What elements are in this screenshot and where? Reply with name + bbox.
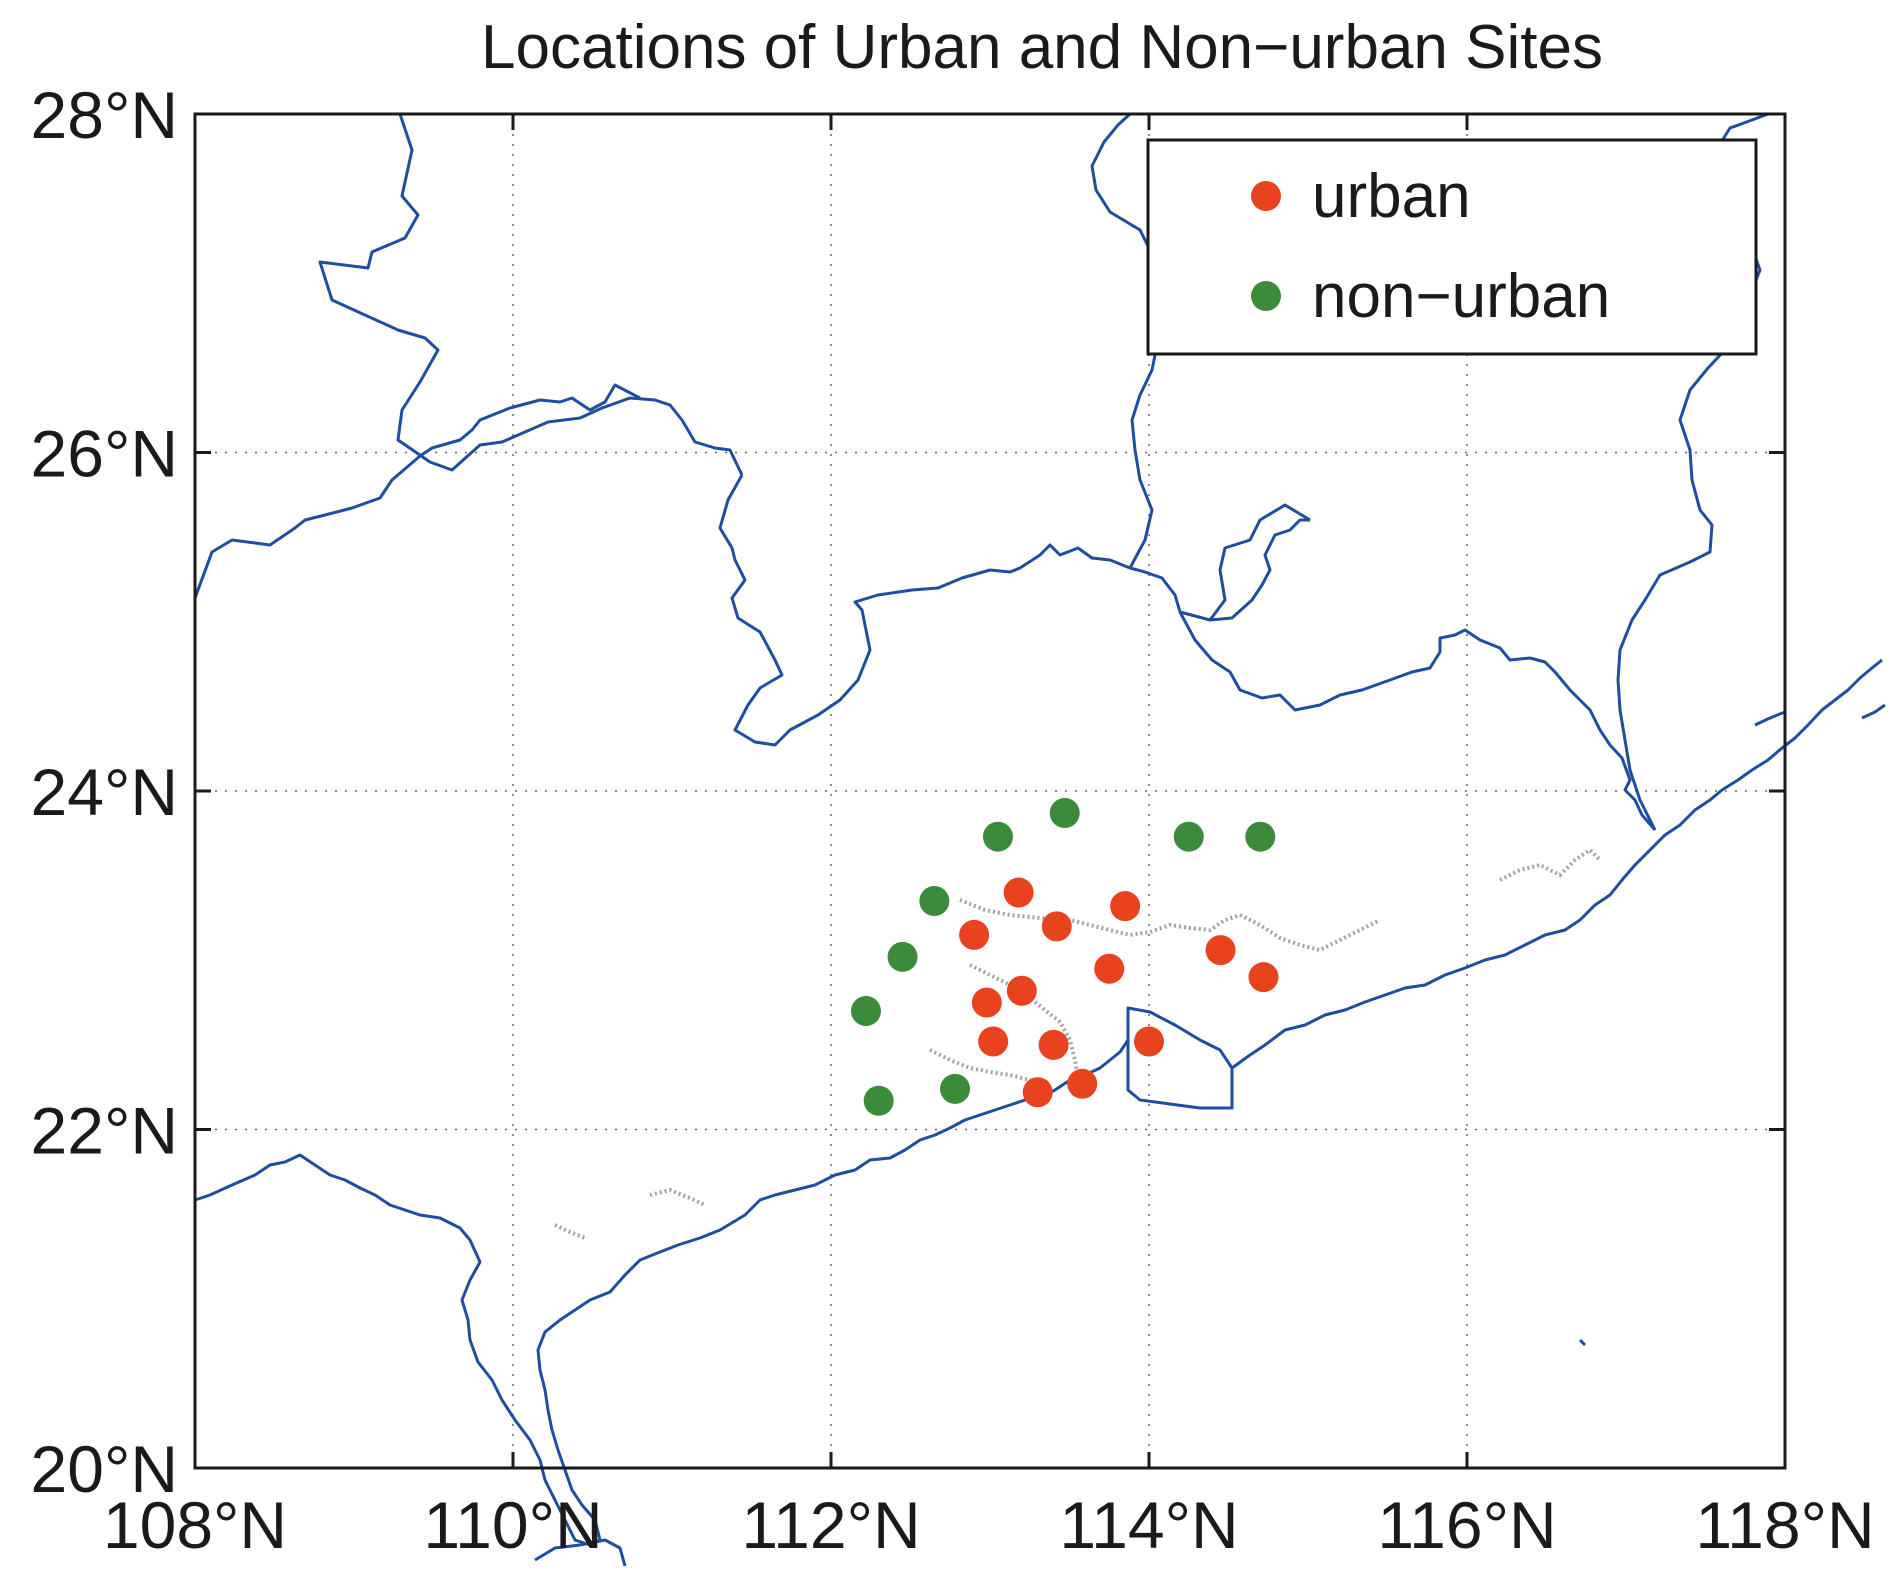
legend-label-urban: urban xyxy=(1312,162,1471,231)
x-tick-label: 110°N xyxy=(423,1488,602,1562)
site-point-non-urban xyxy=(887,941,918,972)
river-west xyxy=(649,1187,706,1207)
x-tick-label: 118°N xyxy=(1695,1488,1874,1562)
site-point-urban xyxy=(1041,911,1072,942)
site-point-urban xyxy=(978,1026,1009,1057)
chart-title: Locations of Urban and Non−urban Sites xyxy=(481,13,1603,82)
x-tick-label: 116°N xyxy=(1377,1488,1556,1562)
site-point-non-urban xyxy=(940,1073,971,1104)
province-boundary-guangxi-north xyxy=(318,113,744,476)
site-point-urban xyxy=(1110,891,1141,922)
legend-marker-non-urban xyxy=(1251,281,1281,311)
axis-ticks: 108°N 110°N 112°N 114°N 116°N 118°N 20°N 22°N 24… xyxy=(31,78,1875,1562)
y-tick-label: 20°N xyxy=(31,1432,178,1506)
y-tick-label: 26°N xyxy=(31,417,178,491)
province-boundary-guangxi-hunan xyxy=(193,383,641,599)
site-point-urban xyxy=(1003,877,1034,908)
site-point-urban xyxy=(1006,975,1037,1006)
site-point-urban xyxy=(1205,935,1236,966)
site-point-urban xyxy=(1038,1029,1069,1060)
river-pearl xyxy=(959,898,1241,938)
site-point-urban xyxy=(1248,962,1279,993)
province-boundary-jiangxi-guangdong xyxy=(1178,503,1657,831)
x-tick-label: 114°N xyxy=(1059,1488,1238,1562)
site-point-urban xyxy=(1022,1077,1053,1108)
river-southwest xyxy=(554,1223,586,1240)
site-point-non-urban xyxy=(1245,821,1276,852)
site-point-non-urban xyxy=(982,821,1013,852)
y-tick-label: 24°N xyxy=(31,755,178,829)
river-east xyxy=(1239,913,1381,953)
legend-marker-urban xyxy=(1251,181,1281,211)
special-region-boundary xyxy=(1126,1006,1234,1110)
island-small-southeast xyxy=(1578,1338,1587,1347)
site-point-non-urban xyxy=(1049,798,1080,829)
site-point-urban xyxy=(959,919,990,950)
site-point-non-urban xyxy=(919,886,950,917)
data-points xyxy=(850,798,1279,1116)
coastline xyxy=(194,658,1883,1547)
river-northeast xyxy=(1499,847,1602,882)
island-southeast xyxy=(1754,710,1786,727)
legend: urban non−urban xyxy=(1146,138,1758,356)
legend-box xyxy=(1146,138,1758,356)
site-point-urban xyxy=(1067,1068,1098,1099)
site-point-non-urban xyxy=(863,1085,894,1116)
y-tick-label: 22°N xyxy=(31,1094,178,1168)
site-point-urban xyxy=(971,987,1002,1018)
river-delta xyxy=(969,963,1080,1081)
site-point-urban xyxy=(1094,953,1125,984)
site-point-non-urban xyxy=(1173,821,1204,852)
island-hainan-north xyxy=(534,1538,627,1567)
legend-label-non-urban: non−urban xyxy=(1312,262,1610,331)
island-east xyxy=(1861,703,1886,720)
site-point-urban xyxy=(1134,1026,1164,1057)
province-boundary-hunan-guangdong xyxy=(718,474,1310,747)
x-tick-label: 108°N xyxy=(103,1488,287,1562)
y-tick-label: 28°N xyxy=(31,78,178,152)
site-point-non-urban xyxy=(850,996,881,1027)
x-tick-label: 112°N xyxy=(741,1488,920,1562)
